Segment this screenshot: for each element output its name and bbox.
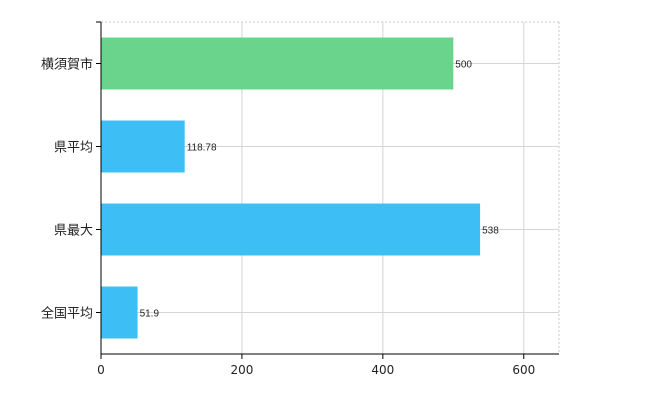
category-label-0: 横須賀市 [41,57,93,73]
category-label-3: 全国平均 [41,306,93,322]
value-label-2: 538 [482,226,499,237]
axis-layer [96,21,559,359]
category-label-1: 県平均 [54,141,93,156]
value-label-0: 500 [455,60,472,71]
bar-1 [101,120,185,173]
bar-2 [101,203,481,256]
value-label-3: 51.9 [140,309,160,320]
bar-0 [101,37,454,90]
bar-layer [101,37,481,339]
bar-3 [101,286,138,339]
category-label-2: 県最大 [54,224,93,239]
x-tick-label-0: 0 [97,363,105,377]
x-tick-label-400: 400 [371,363,394,377]
x-tick-label-600: 600 [512,363,535,377]
x-tick-label-200: 200 [230,363,253,377]
value-label-1: 118.78 [187,143,217,154]
